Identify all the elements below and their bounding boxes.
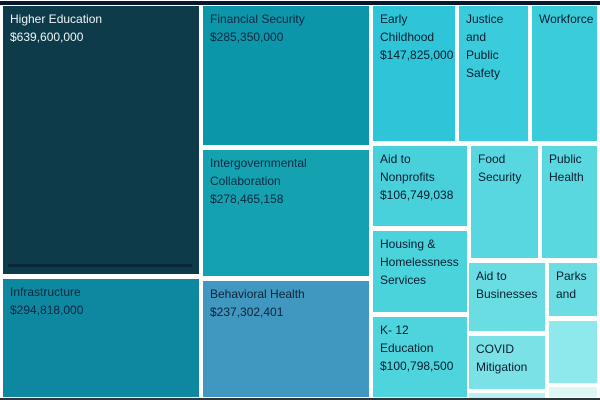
cell-label: Food Security bbox=[478, 152, 522, 184]
cell-value: $278,465,158 bbox=[210, 192, 284, 206]
cell-value: $294,818,000 bbox=[10, 303, 84, 317]
cell-label: Behavioral Health bbox=[210, 287, 305, 301]
cell-label: Infrastructure bbox=[10, 285, 81, 299]
cell-value: $237,302,401 bbox=[210, 305, 284, 319]
higher-education-underline-artifact bbox=[8, 264, 192, 267]
treemap-cell-k-12-education[interactable]: K- 12 Education $100,798,500 bbox=[373, 317, 467, 397]
treemap-cell-food-security[interactable]: Food Security bbox=[471, 146, 538, 258]
cell-value: $285,350,000 bbox=[210, 30, 284, 44]
treemap-cell-aid-to-businesses[interactable]: Aid to Businesses bbox=[469, 263, 545, 331]
cell-label: COVID Mitigation bbox=[476, 342, 528, 374]
treemap-cell-workforce[interactable]: Workforce bbox=[532, 6, 597, 141]
cell-label: Intergovernmental Collaboration bbox=[210, 156, 307, 188]
treemap-cell-housing-and-homelessness-services[interactable]: Housing & Homelessness Services bbox=[373, 231, 467, 312]
treemap-cell-covid-mitigation[interactable]: COVID Mitigation bbox=[469, 336, 545, 389]
treemap-cell-unlabeled-1[interactable] bbox=[549, 321, 597, 383]
treemap-cell-unlabeled-2[interactable] bbox=[549, 387, 597, 397]
treemap-cell-infrastructure[interactable]: Infrastructure $294,818,000 bbox=[3, 279, 199, 397]
cell-label: K- 12 Education bbox=[380, 323, 434, 355]
cell-value: $639,600,000 bbox=[10, 30, 84, 44]
treemap-cell-higher-education[interactable]: Higher Education $639,600,000 bbox=[3, 6, 199, 274]
cell-value: $106,749,038 bbox=[380, 188, 454, 202]
cell-label: Financial Security bbox=[210, 12, 305, 26]
cell-value: $147,825,000 bbox=[380, 48, 454, 62]
treemap-cell-behavioral-health[interactable]: Behavioral Health $237,302,401 bbox=[203, 281, 369, 397]
cell-label: Justice and Public Safety bbox=[466, 12, 504, 80]
treemap-cell-unlabeled-3[interactable] bbox=[469, 393, 545, 400]
cell-label: Public Health bbox=[549, 152, 584, 184]
treemap-cell-financial-security[interactable]: Financial Security $285,350,000 bbox=[203, 6, 369, 145]
treemap-cell-parks-and[interactable]: Parks and bbox=[549, 263, 597, 316]
treemap-cell-aid-to-nonprofits[interactable]: Aid to Nonprofits $106,749,038 bbox=[373, 146, 467, 226]
cell-label: Higher Education bbox=[10, 12, 103, 26]
treemap-cell-public-health[interactable]: Public Health bbox=[542, 146, 597, 258]
cell-label: Aid to Nonprofits bbox=[380, 152, 435, 184]
cell-value: $100,798,500 bbox=[380, 359, 454, 373]
treemap-cell-early-childhood[interactable]: Early Childhood $147,825,000 bbox=[373, 6, 455, 141]
cell-label: Workforce bbox=[539, 12, 594, 26]
cell-label: Parks and bbox=[556, 269, 587, 301]
top-border-band bbox=[0, 1, 600, 5]
treemap-cell-intergovernmental-collaboration[interactable]: Intergovernmental Collaboration $278,465… bbox=[203, 150, 369, 276]
treemap-cell-justice-and-public-safety[interactable]: Justice and Public Safety bbox=[459, 6, 528, 141]
cell-label: Housing & Homelessness Services bbox=[380, 237, 459, 287]
cell-label: Early Childhood bbox=[380, 12, 435, 44]
bottom-border-line bbox=[0, 398, 600, 400]
cell-label: Aid to Businesses bbox=[476, 269, 538, 301]
